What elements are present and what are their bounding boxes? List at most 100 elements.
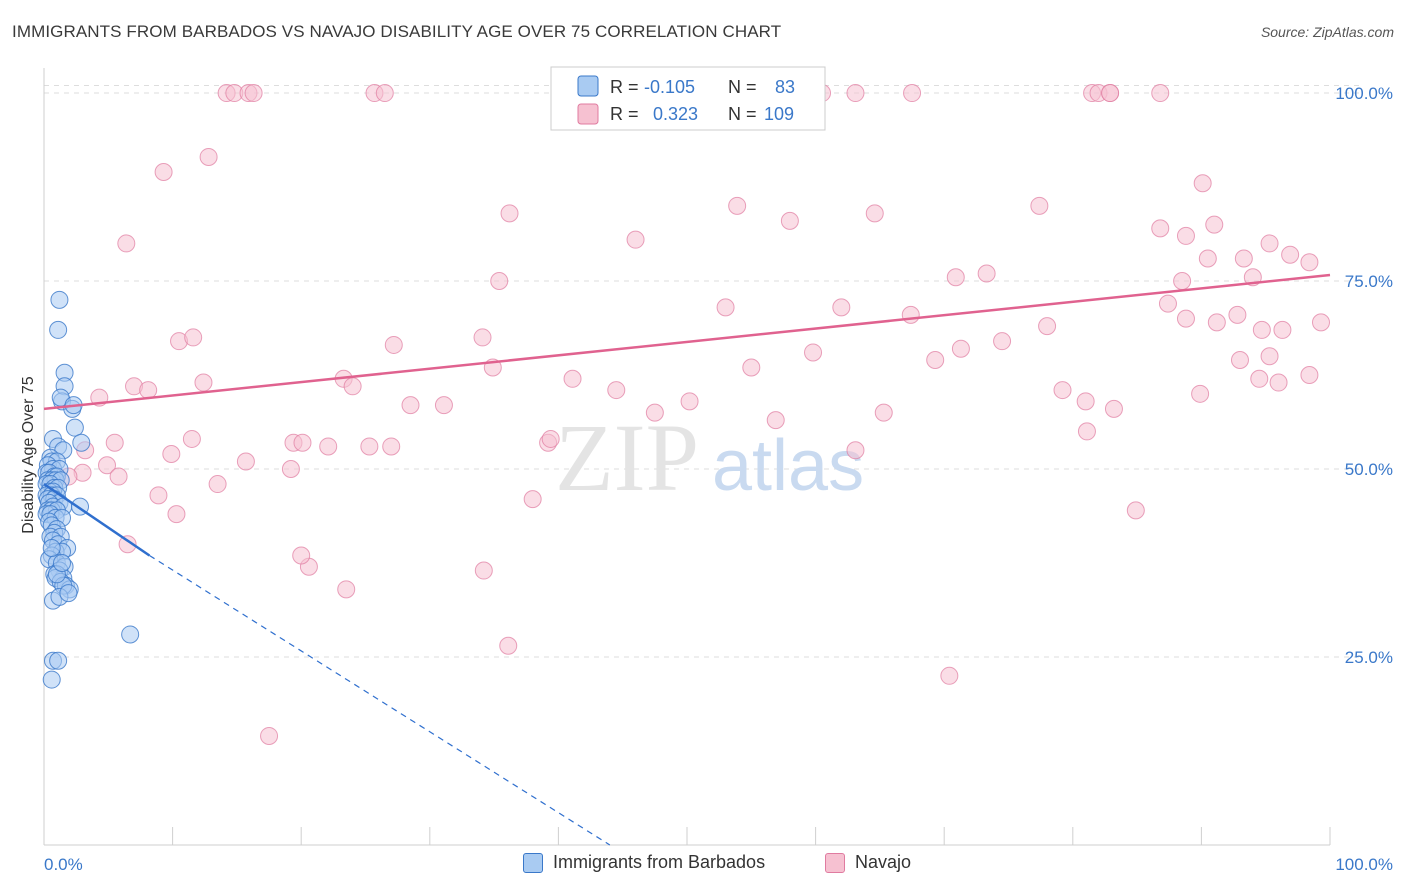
y-tick-label-50: 50.0% <box>1345 460 1393 479</box>
navajo-point <box>716 298 735 317</box>
navajo-point <box>1252 320 1271 339</box>
navajo-point <box>499 636 518 655</box>
navajo-point <box>1311 313 1330 332</box>
navajo-point <box>680 392 699 411</box>
navajo-point <box>563 369 582 388</box>
watermark-zip: ZIP <box>555 404 699 511</box>
navajo-point <box>500 204 519 223</box>
legend-item-barbados[interactable]: Immigrants from Barbados <box>523 852 765 873</box>
navajo-points <box>59 84 1330 745</box>
navajo-point <box>1101 84 1120 103</box>
navajo-point <box>98 456 117 475</box>
navajo-point <box>1053 381 1072 400</box>
navajo-point <box>1260 347 1279 366</box>
navajo-point <box>846 441 865 460</box>
navajo-point <box>139 381 158 400</box>
navajo-point <box>167 505 186 524</box>
navajo-point <box>319 437 338 456</box>
legend-n-value-2: 109 <box>764 104 794 124</box>
navajo-point <box>1260 234 1279 253</box>
navajo-point <box>1273 320 1292 339</box>
navajo-point <box>1269 373 1288 392</box>
legend-swatch-barbados <box>577 75 599 97</box>
navajo-point <box>940 666 959 685</box>
navajo-point <box>901 305 920 324</box>
navajo-point <box>244 84 263 103</box>
legend-n-label-1: N = <box>728 77 757 97</box>
navajo-point <box>149 486 168 505</box>
navajo-point <box>1207 313 1226 332</box>
navajo-point <box>337 580 356 599</box>
navajo-point <box>1077 422 1096 441</box>
navajo-point <box>109 467 128 486</box>
navajo-point <box>523 490 542 509</box>
barbados-point <box>42 538 61 557</box>
navajo-point <box>1173 272 1192 291</box>
barbados-point <box>49 320 68 339</box>
navajo-trend-line <box>43 273 1331 411</box>
navajo-point <box>1228 305 1247 324</box>
navajo-point <box>434 396 453 415</box>
navajo-point <box>832 298 851 317</box>
navajo-point <box>1076 392 1095 411</box>
legend-swatch-barbados-bottom <box>523 852 543 873</box>
navajo-point <box>951 339 970 358</box>
navajo-point <box>1300 366 1319 385</box>
barbados-point <box>50 290 69 309</box>
navajo-point <box>1030 196 1049 215</box>
series-legend: Immigrants from Barbados Navajo <box>0 852 1406 878</box>
barbados-point <box>49 651 68 670</box>
navajo-point <box>473 328 492 347</box>
navajo-point <box>607 381 626 400</box>
legend-label-barbados: Immigrants from Barbados <box>553 852 766 872</box>
source-credit: Source: ZipAtlas.com <box>1260 24 1394 40</box>
navajo-point <box>1176 226 1195 245</box>
navajo-point <box>1250 369 1269 388</box>
navajo-point <box>780 211 799 230</box>
navajo-point <box>1191 384 1210 403</box>
navajo-point <box>1176 309 1195 328</box>
navajo-point <box>926 350 945 369</box>
navajo-point <box>162 444 181 463</box>
navajo-point <box>401 396 420 415</box>
navajo-point <box>343 377 362 396</box>
navajo-point <box>626 230 645 249</box>
gridlines <box>44 85 1360 658</box>
navajo-point <box>184 328 203 347</box>
legend-swatch-navajo-bottom <box>825 852 845 873</box>
tick-labels: 25.0% 50.0% 75.0% 100.0% 0.0% 100.0% <box>44 84 1393 874</box>
y-tick-label-75: 75.0% <box>1345 272 1393 291</box>
navajo-point <box>728 196 747 215</box>
barbados-trend-extension <box>149 554 611 846</box>
navajo-point <box>645 403 664 422</box>
trend-lines <box>43 273 1331 846</box>
legend-swatch-navajo <box>577 103 599 125</box>
barbados-point <box>121 625 140 644</box>
navajo-point <box>977 264 996 283</box>
navajo-point <box>1205 215 1224 234</box>
legend-r-value-1: -0.105 <box>644 77 695 97</box>
navajo-point <box>1151 84 1170 103</box>
navajo-point <box>1234 249 1253 268</box>
navajo-point <box>1126 501 1145 520</box>
navajo-point <box>208 475 227 494</box>
correlation-legend: R = -0.105 N = 83 R = 0.323 N = 109 <box>550 66 826 131</box>
navajo-point <box>260 726 279 745</box>
navajo-point <box>154 162 173 181</box>
y-tick-label-25: 25.0% <box>1345 648 1393 667</box>
navajo-point <box>382 437 401 456</box>
navajo-point <box>199 147 218 166</box>
legend-n-label-2: N = <box>728 104 757 124</box>
x-tick-label-max: 100.0% <box>1335 855 1393 874</box>
navajo-point <box>1193 174 1212 193</box>
navajo-point <box>541 429 560 448</box>
navajo-point <box>742 358 761 377</box>
y-axis-title: Disability Age Over 75 <box>20 376 37 534</box>
navajo-point <box>375 84 394 103</box>
chart-title: IMMIGRANTS FROM BARBADOS VS NAVAJO DISAB… <box>12 22 782 41</box>
legend-item-navajo[interactable]: Navajo <box>825 852 911 873</box>
navajo-point <box>804 343 823 362</box>
navajo-point <box>292 546 311 565</box>
barbados-point <box>72 433 91 452</box>
navajo-point <box>993 332 1012 351</box>
